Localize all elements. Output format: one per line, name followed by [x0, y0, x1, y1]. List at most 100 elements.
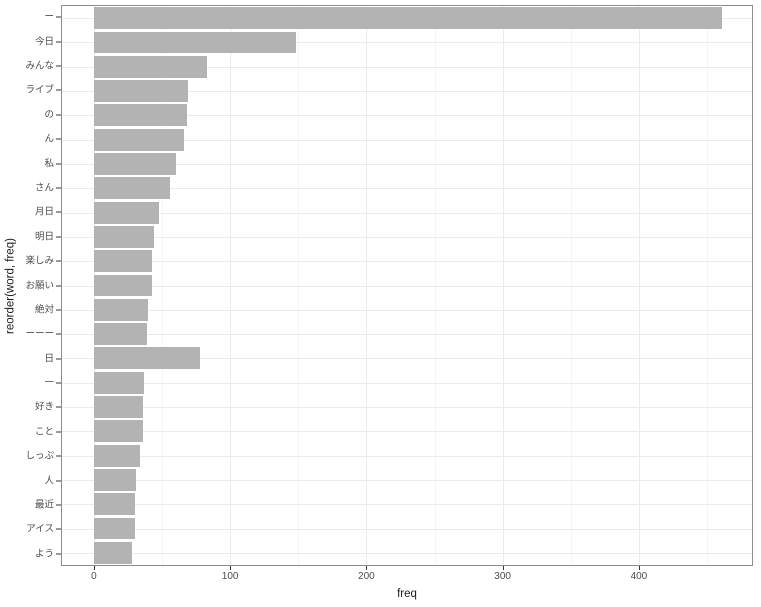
x-axis-title: freq	[397, 588, 417, 600]
y-tick-label: ー	[44, 11, 54, 23]
bar	[93, 541, 133, 564]
bar	[93, 517, 135, 540]
bar	[93, 274, 153, 297]
y-tick-mark	[56, 138, 61, 140]
gridline-major-horizontal	[62, 188, 752, 190]
x-tick-mark	[93, 566, 95, 570]
bar	[93, 177, 171, 200]
y-tick-label: アイス	[26, 523, 54, 535]
y-tick-label: みんな	[25, 60, 54, 72]
y-tick-label: 今日	[34, 35, 54, 47]
x-tick-label: 400	[630, 571, 648, 582]
y-tick-label: 明日	[34, 230, 54, 242]
y-tick-mark	[56, 553, 61, 555]
y-tick-label: こと	[34, 426, 54, 438]
y-tick-mark	[56, 114, 61, 116]
gridline-major-horizontal	[62, 358, 752, 360]
gridline-major-horizontal	[62, 42, 752, 44]
y-tick-mark	[56, 285, 61, 286]
y-tick-mark	[56, 236, 61, 238]
y-tick-label: 好き	[34, 401, 54, 413]
bar	[93, 153, 176, 175]
y-tick-mark	[56, 309, 61, 311]
bar	[93, 371, 145, 394]
y-tick-label: しっぷ	[25, 450, 54, 462]
y-tick-mark	[56, 89, 61, 91]
y-tick-mark	[56, 41, 61, 43]
y-tick-mark	[56, 260, 61, 262]
y-axis-tick-labels: ー今日 みんな ライブのん私さん 月日 明日 楽しみ お願い 絶対 ーーー日一好き こと しっぷ人最…	[0, 5, 54, 566]
y-tick-label: 絶対	[34, 304, 54, 316]
gridline-major-horizontal	[62, 504, 752, 506]
y-tick-label: 人	[44, 474, 54, 486]
gridline-major-horizontal	[62, 455, 752, 457]
bar	[93, 128, 184, 151]
y-tick-label: さん	[34, 182, 54, 194]
y-tick-mark	[56, 528, 61, 530]
y-tick-mark	[56, 163, 61, 165]
y-axis-tick-marks	[56, 5, 61, 566]
y-tick-label: ーーー	[25, 328, 54, 340]
bar	[93, 468, 137, 491]
y-tick-mark	[56, 65, 61, 67]
gridline-major-horizontal	[62, 382, 752, 384]
y-tick-mark	[56, 333, 61, 335]
y-tick-label: 私	[44, 157, 54, 169]
bar	[93, 55, 207, 78]
gridline-major-horizontal	[62, 115, 752, 117]
gridline-major-horizontal	[62, 236, 752, 238]
bar	[93, 298, 149, 321]
gridline-major-horizontal	[62, 212, 752, 214]
gridline-major-horizontal	[62, 528, 752, 530]
bar	[93, 444, 141, 467]
gridline-major-horizontal	[62, 479, 752, 481]
x-axis-tick-marks	[62, 566, 752, 570]
x-tick-label: 100	[221, 571, 239, 582]
y-tick-label: 最近	[34, 499, 54, 511]
gridline-major-horizontal	[62, 407, 752, 409]
gridline-major-horizontal	[62, 91, 752, 93]
y-tick-label: ライブ	[25, 84, 54, 96]
bar	[93, 420, 143, 443]
bar	[93, 201, 160, 224]
y-tick-mark	[56, 16, 61, 18]
bar	[93, 225, 154, 248]
bar	[93, 7, 722, 30]
y-tick-label: 日	[44, 352, 54, 364]
bar	[93, 323, 147, 346]
gridline-major-horizontal	[62, 334, 752, 336]
bar	[93, 104, 187, 127]
y-tick-label: 楽しみ	[25, 255, 54, 267]
y-axis-title: reorder(word, freq)	[4, 238, 17, 334]
x-tick-label: 300	[494, 571, 511, 582]
y-tick-mark	[56, 187, 61, 189]
x-tick-mark	[366, 566, 368, 570]
gridline-major-horizontal	[62, 66, 752, 68]
gridline-major-horizontal	[62, 139, 752, 141]
y-tick-mark	[56, 504, 61, 506]
y-tick-label: よう	[34, 548, 54, 560]
y-tick-label: ん	[44, 133, 54, 145]
y-tick-mark	[56, 382, 61, 384]
gridline-major-horizontal	[62, 431, 752, 433]
gridline-major-horizontal	[62, 285, 752, 287]
bar	[93, 31, 296, 54]
x-tick-mark	[638, 566, 640, 570]
bar	[93, 80, 188, 102]
y-tick-mark	[56, 358, 61, 360]
y-tick-label: 月日	[34, 206, 54, 218]
y-tick-mark	[56, 480, 61, 482]
plot-panel	[61, 5, 753, 566]
y-tick-label: の	[44, 109, 54, 120]
x-tick-label: 0	[91, 571, 97, 582]
x-axis-tick-labels: 0 100 200 300 400	[62, 572, 752, 584]
bar	[93, 347, 201, 370]
gridline-major-horizontal	[62, 552, 752, 554]
bar	[93, 250, 153, 273]
y-tick-mark	[56, 431, 61, 433]
bar	[93, 396, 143, 418]
y-tick-label: 一	[44, 377, 54, 389]
x-tick-mark	[502, 566, 504, 570]
y-tick-mark	[56, 406, 61, 408]
